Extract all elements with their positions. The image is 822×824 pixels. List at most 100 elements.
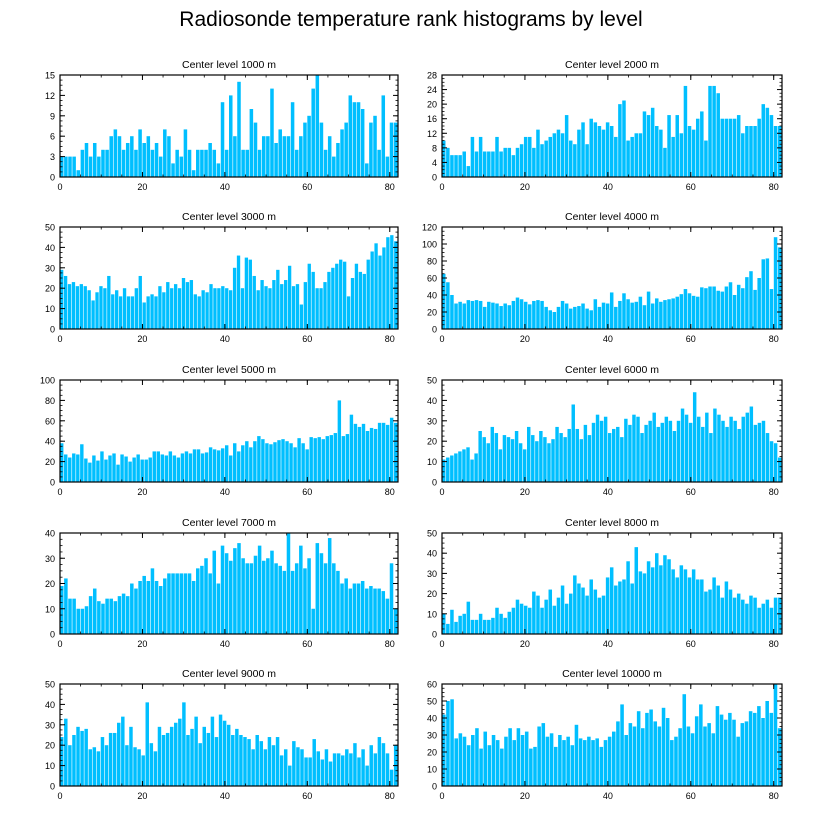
histogram-bar <box>753 126 757 177</box>
histogram-bar <box>749 406 754 482</box>
histogram-bar <box>541 723 546 786</box>
histogram-panel-8: Center level 8000 m 0 10 20 30 40 50 0 20 40 60 80 <box>427 517 783 649</box>
histogram-bar <box>720 597 725 634</box>
histogram-bar <box>389 122 394 177</box>
histogram-bar <box>171 573 175 634</box>
histogram-bar <box>528 136 532 177</box>
histogram-bar <box>333 433 338 482</box>
y-tick-label: 0 <box>50 782 55 792</box>
histogram-bar <box>282 136 287 177</box>
histogram-bar <box>381 591 386 634</box>
histogram-bar <box>128 461 132 482</box>
histogram-bar <box>196 149 200 177</box>
histogram-bar <box>216 163 221 177</box>
histogram-bar <box>700 579 704 634</box>
histogram-bar <box>458 733 463 786</box>
histogram-bar <box>548 310 553 329</box>
histogram-bar <box>382 247 386 329</box>
histogram-bar <box>299 304 304 329</box>
histogram-bar <box>745 126 749 177</box>
y-tick-label: 20 <box>45 741 55 751</box>
histogram-bar <box>393 422 398 482</box>
x-tick-label: 0 <box>439 334 444 344</box>
histogram-bar <box>261 136 266 177</box>
histogram-bar <box>352 583 357 634</box>
y-tick-label: 0 <box>432 630 437 640</box>
histogram-bar <box>499 306 503 329</box>
histogram-bar <box>163 129 167 177</box>
histogram-bar <box>579 439 584 482</box>
histogram-bar <box>499 613 503 634</box>
histogram-bar <box>442 273 446 329</box>
histogram-bar <box>282 570 287 635</box>
histogram-bar <box>688 422 693 482</box>
histogram-bar <box>212 550 217 634</box>
histogram-bar <box>699 704 703 786</box>
histogram-bar <box>353 423 358 482</box>
histogram-bar <box>275 737 280 786</box>
histogram-bar <box>125 143 130 177</box>
histogram-bar <box>482 619 487 634</box>
histogram-bar <box>60 737 64 786</box>
x-tick-label: 80 <box>769 487 779 497</box>
histogram-bar <box>656 426 660 482</box>
histogram-bar <box>499 151 503 177</box>
x-tick-label: 0 <box>57 487 62 497</box>
histogram-bar <box>241 149 245 177</box>
histogram-bar <box>150 568 155 634</box>
histogram-bar <box>470 136 475 177</box>
histogram-bar <box>522 449 527 482</box>
histogram-bar <box>111 294 115 329</box>
histogram-bar <box>360 580 365 634</box>
histogram-bar <box>289 443 293 482</box>
histogram-bar <box>704 591 708 634</box>
histogram-bar <box>462 303 466 329</box>
histogram-bar <box>454 621 458 634</box>
histogram-bar <box>589 579 593 634</box>
histogram-bar <box>740 723 745 786</box>
histogram-bar <box>356 102 361 177</box>
histogram-bar <box>532 147 536 177</box>
y-tick-label: 15 <box>45 71 55 81</box>
y-tick-label: 50 <box>45 223 55 233</box>
histogram-bar <box>317 437 321 482</box>
histogram-bar <box>515 599 520 634</box>
histogram-bar <box>573 306 577 329</box>
histogram-bar <box>630 302 634 329</box>
histogram-bar <box>348 588 353 634</box>
histogram-bar <box>519 299 524 329</box>
histogram-bar <box>724 581 729 634</box>
histogram-bar <box>446 623 450 634</box>
histogram-bar <box>144 459 148 482</box>
histogram-bar <box>765 433 770 482</box>
histogram-bar <box>672 431 677 482</box>
histogram-bar <box>462 151 466 177</box>
histogram-bar <box>510 439 515 482</box>
histogram-bar <box>603 416 608 482</box>
histogram-bar <box>609 292 614 329</box>
histogram-bar <box>474 151 479 177</box>
histogram-bar <box>100 451 104 482</box>
histogram-bar <box>68 457 72 482</box>
histogram-bar <box>377 149 381 177</box>
histogram-bar <box>564 303 569 329</box>
histogram-bar <box>96 460 100 482</box>
histogram-bar <box>120 454 124 482</box>
histogram-bar <box>568 140 573 177</box>
histogram-bar <box>741 416 745 482</box>
histogram-bar <box>589 118 593 177</box>
histogram-bar <box>663 555 667 634</box>
histogram-bar <box>618 104 622 177</box>
histogram-bar <box>691 129 696 177</box>
histogram-bar <box>540 607 544 634</box>
histogram-bar <box>532 300 536 329</box>
histogram-bar <box>140 459 144 482</box>
histogram-bar <box>536 595 540 634</box>
histogram-bar <box>506 437 511 482</box>
histogram-bar <box>63 275 68 329</box>
histogram-bar <box>303 282 307 329</box>
y-tick-label: 30 <box>427 731 437 741</box>
histogram-bar <box>536 300 540 329</box>
histogram-bar <box>84 143 89 177</box>
histogram-bar <box>719 714 724 786</box>
